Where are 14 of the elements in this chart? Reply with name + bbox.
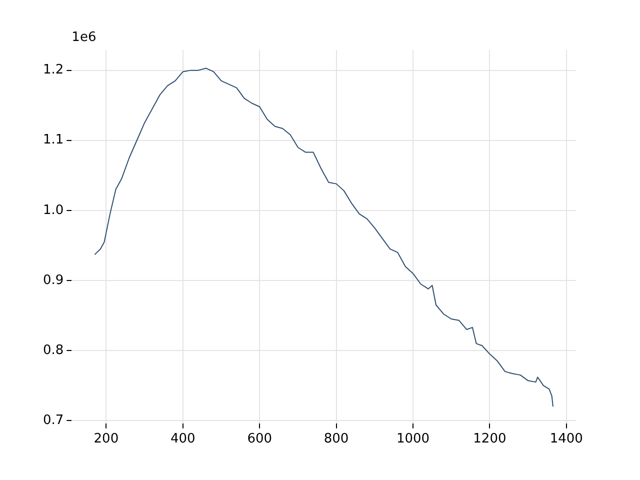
y-tick-label: 0.9 (42, 272, 64, 288)
x-tick-label: 1200 (473, 432, 506, 447)
x-tick-label: 1400 (550, 432, 583, 447)
y-tick-label: 0.8 (42, 342, 64, 358)
text: 1e6 (72, 30, 96, 45)
x-tick-label: 200 (94, 432, 119, 447)
y-tick-label: 1.2 (42, 62, 64, 78)
y-tick-label: 1.1 (42, 132, 64, 148)
x-tick-label: 600 (247, 432, 272, 447)
x-tick-label: 1000 (396, 432, 430, 447)
y-tick-label: 1.0 (42, 202, 64, 218)
x-tick-label: 400 (170, 432, 196, 447)
y-tick-label: 0.7 (42, 412, 64, 428)
x-tick-label: 800 (324, 432, 349, 447)
